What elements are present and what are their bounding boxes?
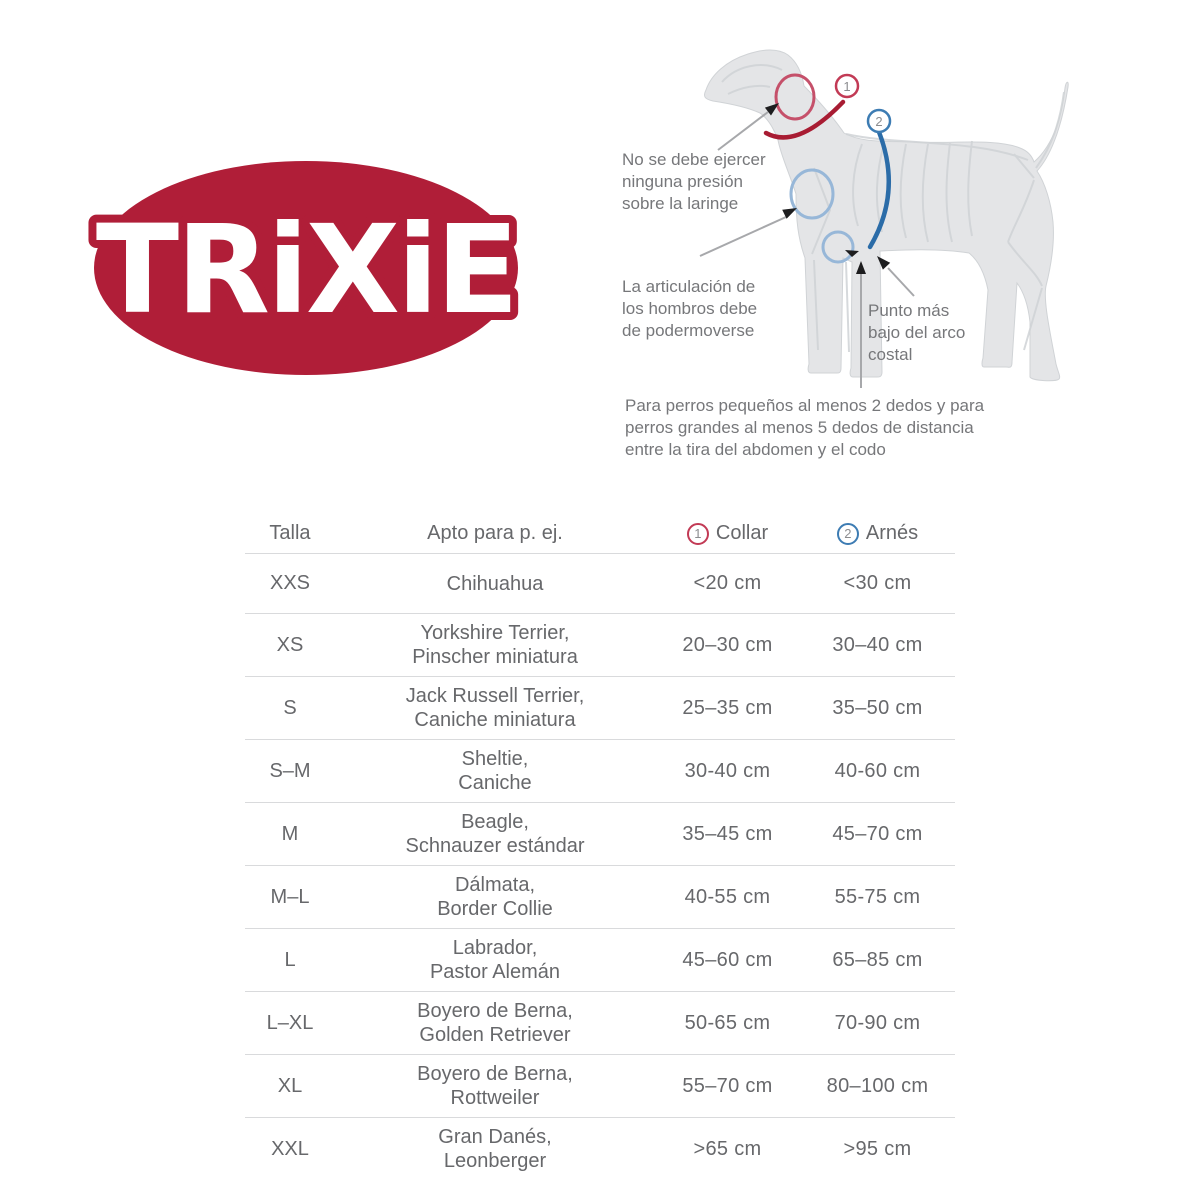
breeds-cell: Chihuahua: [446, 572, 544, 595]
table-body: XXS Chihuahua <20 cm <30 cm XS Yorkshire…: [245, 554, 955, 1180]
collar-value-cell: 50-65 cm: [684, 1011, 771, 1034]
harness-value-cell: 35–50 cm: [832, 696, 923, 719]
breeds-cell: Boyero de Berna, Golden Retriever: [417, 1000, 573, 1046]
harness-value-cell: >95 cm: [843, 1137, 912, 1160]
collar-line: [763, 99, 846, 140]
harness-value-cell: 65–85 cm: [832, 948, 923, 971]
size-cell: XL: [277, 1074, 303, 1097]
note-larynx: No se debe ejercer ninguna presión sobre…: [622, 150, 766, 213]
elbow-circle: [821, 230, 855, 264]
size-cell: L: [284, 948, 296, 971]
collar-value-cell: 45–60 cm: [682, 948, 773, 971]
size-cell: XXL: [271, 1137, 309, 1160]
collar-value-cell: 35–45 cm: [682, 822, 773, 845]
table-row: M–L Dálmata, Border Collie 40-55 cm 55-7…: [245, 866, 955, 929]
breeds-cell: Beagle, Schnauzer estándar: [405, 811, 585, 857]
table-row: XL Boyero de Berna, Rottweiler 55–70 cm …: [245, 1055, 955, 1118]
collar-value-cell: 25–35 cm: [682, 696, 773, 719]
size-table: Talla Apto para p. ej. 1 Collar 2 Arnés …: [245, 514, 955, 1180]
collar-value-cell: <20 cm: [693, 572, 762, 594]
size-cell: XS: [276, 633, 304, 656]
collar-value-cell: >65 cm: [693, 1137, 762, 1160]
collar-value-cell: 55–70 cm: [682, 1074, 773, 1097]
svg-text:2: 2: [875, 114, 882, 129]
header-collar-label: Collar: [715, 522, 769, 544]
larynx-circle: [774, 73, 816, 121]
note-finger-distance: Para perros pequeños al menos 2 dedos y …: [625, 396, 985, 459]
header-harness: 2 Arnés: [800, 522, 955, 545]
harness-value-cell: 45–70 cm: [832, 822, 923, 845]
table-row: XS Yorkshire Terrier, Pinscher miniatura…: [245, 614, 955, 677]
breeds-cell: Yorkshire Terrier, Pinscher miniatura: [412, 622, 578, 668]
logo-oval: [94, 161, 518, 375]
trixie-logo: TRiXiE: [88, 161, 527, 375]
header-collar: 1 Collar: [655, 522, 800, 545]
breeds-cell: Labrador, Pastor Alemán: [429, 937, 561, 983]
size-cell: S–M: [269, 759, 311, 782]
breeds-cell: Dálmata, Border Collie: [437, 874, 553, 920]
table-row: XXS Chihuahua <20 cm <30 cm: [245, 554, 955, 614]
harness-line: [867, 129, 891, 250]
breeds-cell: Gran Danés, Leonberger: [438, 1126, 552, 1172]
size-cell: M: [281, 822, 299, 845]
table-row: S–M Sheltie, Caniche 30-40 cm 40-60 cm: [245, 740, 955, 803]
header-size: Talla: [269, 522, 311, 544]
harness-number-icon: 2: [836, 522, 859, 545]
table-row: L Labrador, Pastor Alemán 45–60 cm 65–85…: [245, 929, 955, 992]
note-shoulder: La articulación de los hombros debe de p…: [622, 277, 758, 340]
breeds-cell: Jack Russell Terrier, Caniche miniatura: [405, 685, 585, 731]
shoulder-circle: [789, 168, 835, 220]
svg-text:1: 1: [843, 79, 850, 94]
table-row: XXL Gran Danés, Leonberger >65 cm >95 cm: [245, 1118, 955, 1180]
harness-value-cell: 70-90 cm: [834, 1011, 921, 1034]
table-row: S Jack Russell Terrier, Caniche miniatur…: [245, 677, 955, 740]
skeleton-lines: [721, 64, 1065, 353]
harness-value-cell: 30–40 cm: [832, 633, 923, 656]
note-rib-arch: Punto más bajo del arco costal: [868, 301, 966, 364]
collar-number-badge: 1: [834, 73, 860, 99]
dog-diagram: 1 2: [699, 49, 1069, 388]
harness-value-cell: <30 cm: [843, 572, 912, 594]
logo-text: TRiXiE: [96, 199, 516, 341]
header-suitable: Apto para p. ej.: [427, 522, 563, 544]
harness-value-cell: 80–100 cm: [826, 1074, 929, 1097]
header-harness-label: Arnés: [865, 522, 919, 544]
harness-value-cell: 55-75 cm: [834, 885, 921, 908]
size-cell: M–L: [270, 885, 310, 908]
table-header: Talla Apto para p. ej. 1 Collar 2 Arnés: [245, 514, 955, 554]
collar-number-icon: 1: [686, 522, 709, 545]
collar-value-cell: 40-55 cm: [684, 885, 771, 908]
rib-point-marker: [845, 250, 859, 257]
collar-value-cell: 20–30 cm: [682, 633, 773, 656]
pointer-lines: [699, 111, 915, 388]
breeds-cell: Sheltie, Caniche: [458, 748, 532, 794]
harness-value-cell: 40-60 cm: [834, 759, 921, 782]
size-cell: L–XL: [266, 1011, 314, 1034]
arrowheads: [764, 103, 891, 274]
breeds-cell: Boyero de Berna, Rottweiler: [417, 1063, 573, 1109]
collar-value-cell: 30-40 cm: [684, 759, 771, 782]
size-cell: XXS: [269, 572, 311, 594]
size-cell: S: [283, 696, 297, 719]
harness-number-badge: 2: [866, 108, 892, 134]
table-row: L–XL Boyero de Berna, Golden Retriever 5…: [245, 992, 955, 1055]
table-row: M Beagle, Schnauzer estándar 35–45 cm 45…: [245, 803, 955, 866]
